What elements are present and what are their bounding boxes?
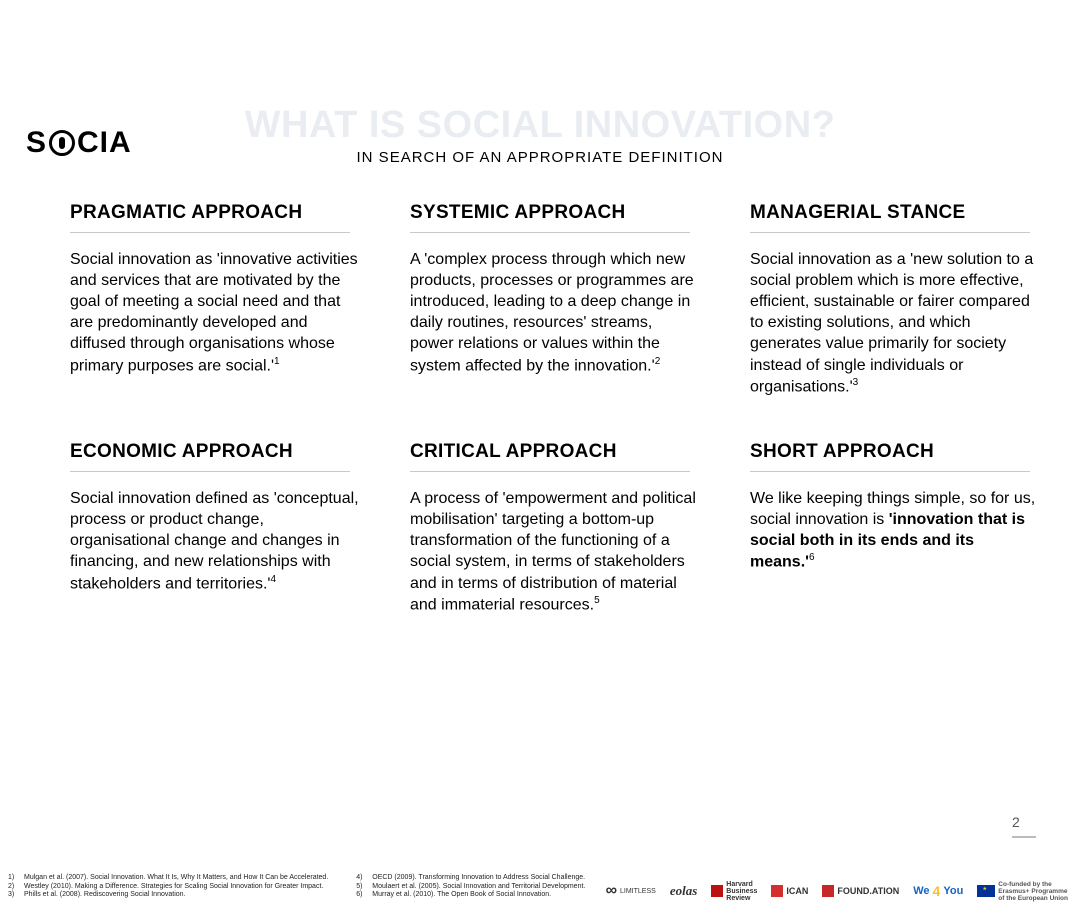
footnote-item: 6)Murray et al. (2010). The Open Book of… — [356, 891, 585, 900]
footnote-references: 1)Mulgan et al. (2007). Social Innovatio… — [8, 874, 585, 900]
approach-heading: CRITICAL APPROACH — [410, 441, 700, 471]
approach-cell: MANAGERIAL STANCE Social innovation as a … — [750, 202, 1040, 397]
we4you-logo: We4You — [913, 883, 963, 899]
hbr-logo: Harvard Business Review — [711, 881, 757, 902]
brand-logo: S CIA — [26, 126, 132, 160]
approach-body: A 'complex process through which new pro… — [410, 249, 700, 376]
approach-body: Social innovation as 'innovative activit… — [70, 249, 360, 376]
foundation-icon — [822, 885, 834, 897]
ican-icon — [771, 885, 783, 897]
footer-logos: ∞ LIMITLESS eolas Harvard Business Revie… — [606, 881, 1068, 902]
eolas-logo: eolas — [670, 883, 697, 899]
ican-logo: ICAN — [771, 885, 808, 897]
footnote-item: 1)Mulgan et al. (2007). Social Innovatio… — [8, 874, 328, 883]
approach-heading: SYSTEMIC APPROACH — [410, 202, 700, 232]
logo-text-post: CIA — [77, 126, 132, 160]
footnote-item: 2)Westley (2010). Making a Difference. S… — [8, 883, 328, 892]
title-block: WHAT IS SOCIAL INNOVATION? IN SEARCH OF … — [0, 104, 1080, 166]
infinity-icon: ∞ — [606, 882, 617, 900]
divider — [410, 471, 690, 472]
logo-text-pre: S — [26, 126, 47, 160]
approach-heading: PRAGMATIC APPROACH — [70, 202, 360, 232]
approach-cell: PRAGMATIC APPROACH Social innovation as '… — [70, 202, 360, 397]
page-title: WHAT IS SOCIAL INNOVATION? — [0, 104, 1080, 147]
approach-body: Social innovation as a 'new solution to … — [750, 249, 1040, 397]
foundation-logo: FOUND.ATION — [822, 885, 899, 897]
approach-cell: SHORT APPROACH We like keeping things sim… — [750, 441, 1040, 615]
approach-body: Social innovation defined as 'conceptual… — [70, 488, 360, 594]
logo-sun-icon — [49, 130, 75, 156]
divider — [70, 471, 350, 472]
divider — [70, 232, 350, 233]
limitless-logo: ∞ LIMITLESS — [606, 882, 656, 900]
approaches-grid: PRAGMATIC APPROACH Social innovation as '… — [70, 202, 1010, 615]
page-number: 2 — [1012, 814, 1036, 838]
footnote-item: 4)OECD (2009). Transforming Innovation t… — [356, 874, 585, 883]
footnote-item: 5)Moulaert et al. (2005). Social Innovat… — [356, 883, 585, 892]
divider — [410, 232, 690, 233]
page-subtitle: IN SEARCH OF AN APPROPRIATE DEFINITION — [0, 149, 1080, 166]
eu-logo: Co-funded by the Erasmus+ Programme of t… — [977, 881, 1068, 902]
divider — [750, 232, 1030, 233]
divider — [750, 471, 1030, 472]
approach-body: A process of 'empowerment and political … — [410, 488, 700, 615]
approach-heading: ECONOMIC APPROACH — [70, 441, 360, 471]
approach-body: We like keeping things simple, so for us… — [750, 488, 1040, 573]
footnote-item: 3)Phills et al. (2008). Rediscovering So… — [8, 891, 328, 900]
approach-cell: CRITICAL APPROACH A process of 'empowerme… — [410, 441, 700, 615]
approach-cell: ECONOMIC APPROACH Social innovation defin… — [70, 441, 360, 615]
approach-heading: MANAGERIAL STANCE — [750, 202, 1040, 232]
approach-cell: SYSTEMIC APPROACH A 'complex process thro… — [410, 202, 700, 397]
approach-heading: SHORT APPROACH — [750, 441, 1040, 471]
hbr-icon — [711, 885, 723, 897]
eu-flag-icon — [977, 885, 995, 897]
